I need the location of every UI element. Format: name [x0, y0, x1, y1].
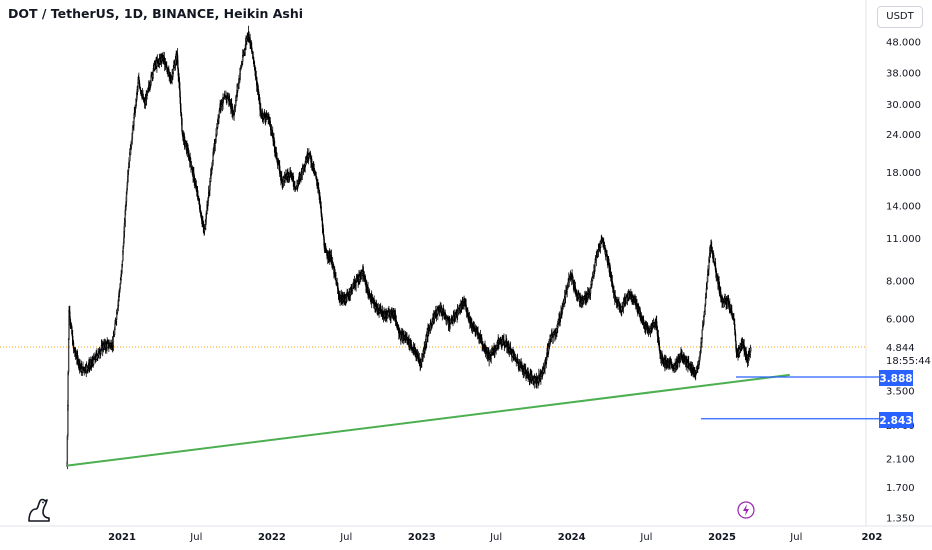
time-tick-1: Jul [189, 532, 202, 543]
lightning-icon[interactable] [737, 501, 755, 519]
last-price-label: 4.844 [886, 343, 915, 354]
candle [164, 58, 167, 71]
green-trendline[interactable] [66, 373, 790, 467]
price-tick-11: 2.100 [886, 455, 915, 466]
countdown-label: 18:55:44 [886, 356, 931, 367]
candle [566, 288, 568, 298]
chart-title: DOT / TetherUS, 1D, BINANCE, Heikin Ashi [8, 6, 304, 21]
candle [621, 306, 623, 316]
badge-lower: 2.843 [879, 412, 913, 428]
badge-upper-value: 3.888 [879, 373, 912, 385]
time-tick-6: 2024 [558, 532, 586, 543]
price-tick-7: 8.000 [886, 276, 915, 287]
candle [181, 117, 183, 133]
badge-upper: 3.888 [879, 370, 913, 386]
candle [254, 67, 257, 81]
price-tick-3: 24.000 [886, 130, 921, 141]
candle [717, 273, 719, 290]
price-tick-0: 48.000 [886, 38, 921, 49]
candle [582, 295, 584, 308]
price-tick-13: 1.350 [886, 514, 915, 525]
candle [589, 288, 592, 301]
time-tick-5: Jul [489, 532, 502, 543]
time-tick-9: Jul [789, 532, 802, 543]
price-tick-4: 18.000 [886, 168, 921, 179]
candle [269, 117, 271, 126]
time-tick-3: Jul [339, 532, 352, 543]
time-tick-4: 2023 [408, 532, 436, 543]
price-tick-5: 14.000 [886, 202, 921, 213]
candle [67, 370, 69, 411]
candle [106, 337, 108, 351]
candle [465, 299, 467, 312]
candle-series [66, 25, 752, 470]
price-axis: 48.000 38.000 30.000 24.000 18.000 14.000 11.0… [886, 38, 921, 525]
candle [445, 315, 448, 326]
candle [67, 338, 70, 376]
price-tick-6: 11.000 [886, 234, 921, 245]
candle [387, 307, 389, 319]
tradingview-dino-icon[interactable] [26, 496, 52, 522]
candle [121, 260, 124, 268]
badge-lower-value: 2.843 [879, 415, 912, 427]
price-tick-8: 6.000 [886, 315, 915, 326]
time-tick-0: 2021 [108, 532, 136, 543]
price-tick-2: 30.000 [886, 100, 921, 111]
candle [128, 160, 131, 168]
candle [521, 361, 523, 370]
price-tick-12: 1.700 [886, 483, 915, 494]
time-tick-10: 202 [861, 532, 882, 543]
time-tick-7: Jul [639, 532, 652, 543]
candle [330, 250, 333, 265]
price-tick-1: 38.000 [886, 69, 921, 80]
candle [610, 271, 613, 287]
price-tick-9: 3.500 [886, 387, 915, 398]
time-tick-8: 2025 [708, 532, 736, 543]
candle [734, 331, 737, 342]
candle [701, 328, 703, 340]
time-axis: 2021 Jul 2022 Jul 2023 Jul 2024 Jul 2025 Jul 202 [108, 532, 882, 543]
candle [750, 346, 752, 354]
currency-button[interactable]: USDT [877, 6, 923, 28]
time-tick-2: 2022 [258, 532, 286, 543]
